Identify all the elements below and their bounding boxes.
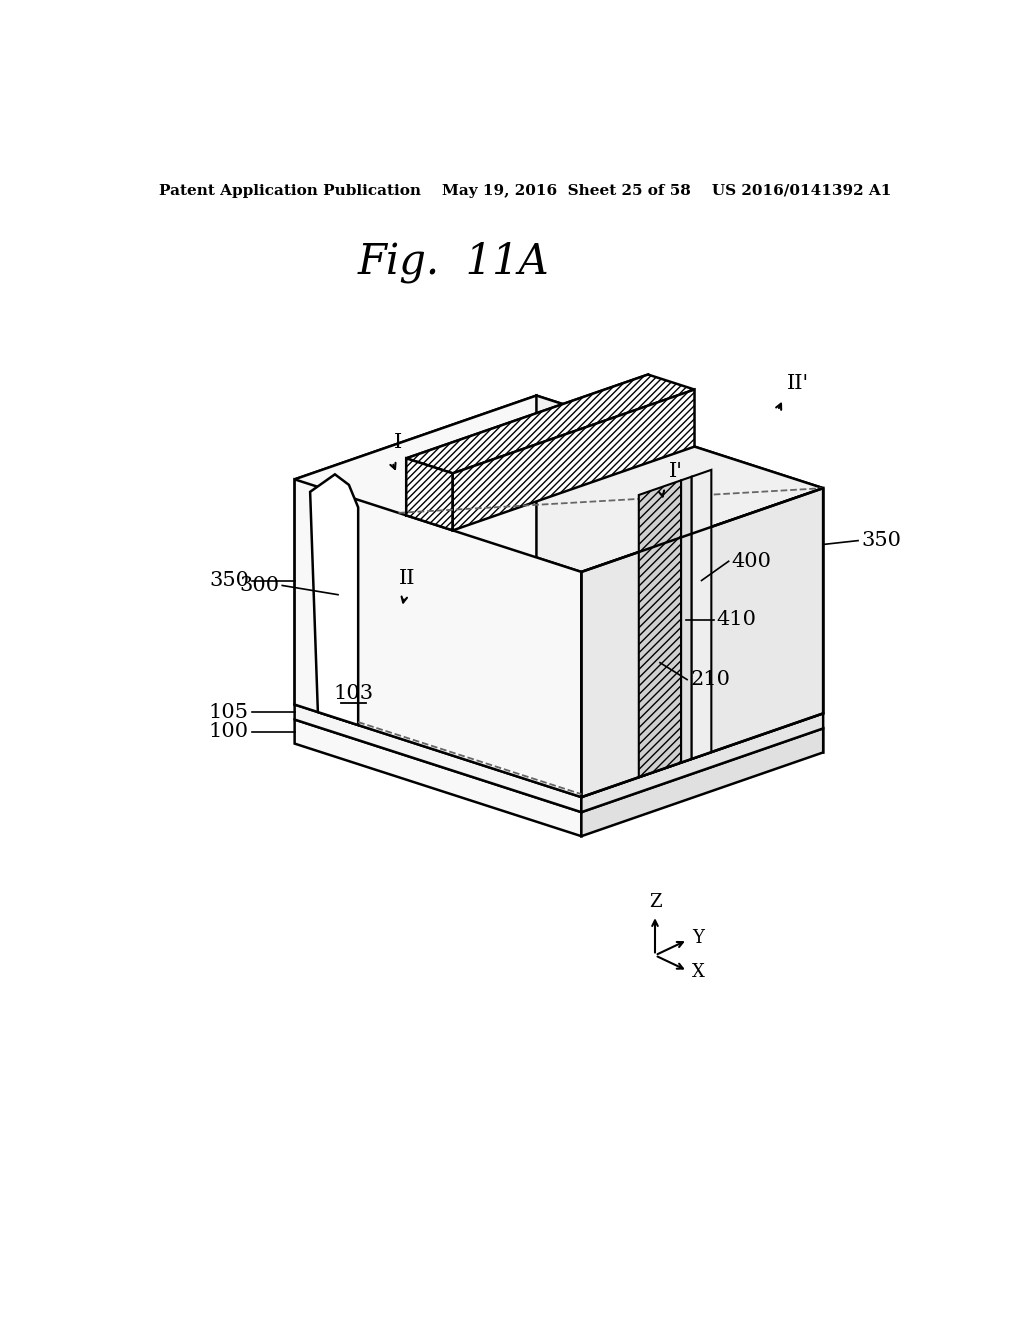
Text: Fig.  11A: Fig. 11A: [357, 242, 549, 284]
Text: I': I': [670, 462, 683, 482]
Text: Y: Y: [692, 929, 705, 948]
Text: 350: 350: [861, 531, 901, 550]
Text: 103: 103: [334, 684, 374, 704]
Text: 210: 210: [690, 671, 730, 689]
Text: Patent Application Publication    May 19, 2016  Sheet 25 of 58    US 2016/014139: Patent Application Publication May 19, 2…: [159, 183, 891, 198]
Text: 300: 300: [239, 576, 280, 595]
Text: II': II': [787, 374, 809, 393]
Polygon shape: [310, 474, 358, 725]
Text: 100: 100: [209, 722, 249, 741]
Polygon shape: [453, 389, 694, 531]
Polygon shape: [295, 396, 537, 705]
Polygon shape: [691, 470, 712, 759]
Polygon shape: [681, 477, 691, 763]
Polygon shape: [582, 488, 823, 797]
Text: 105: 105: [209, 702, 249, 722]
Polygon shape: [295, 479, 582, 797]
Text: II: II: [399, 569, 416, 587]
Text: 400: 400: [732, 552, 772, 570]
Text: 410: 410: [717, 610, 757, 630]
Polygon shape: [295, 620, 823, 797]
Polygon shape: [295, 719, 582, 836]
Text: I: I: [394, 433, 402, 453]
Polygon shape: [295, 396, 823, 572]
Polygon shape: [582, 729, 823, 836]
Polygon shape: [295, 636, 823, 812]
Polygon shape: [639, 480, 681, 777]
Polygon shape: [407, 375, 648, 515]
Text: Z: Z: [648, 892, 662, 911]
Polygon shape: [537, 636, 823, 752]
Polygon shape: [582, 713, 823, 812]
Polygon shape: [407, 458, 453, 531]
Text: 350: 350: [209, 572, 249, 590]
Polygon shape: [537, 396, 823, 713]
Polygon shape: [295, 705, 582, 812]
Text: X: X: [692, 964, 706, 981]
Polygon shape: [407, 375, 694, 474]
